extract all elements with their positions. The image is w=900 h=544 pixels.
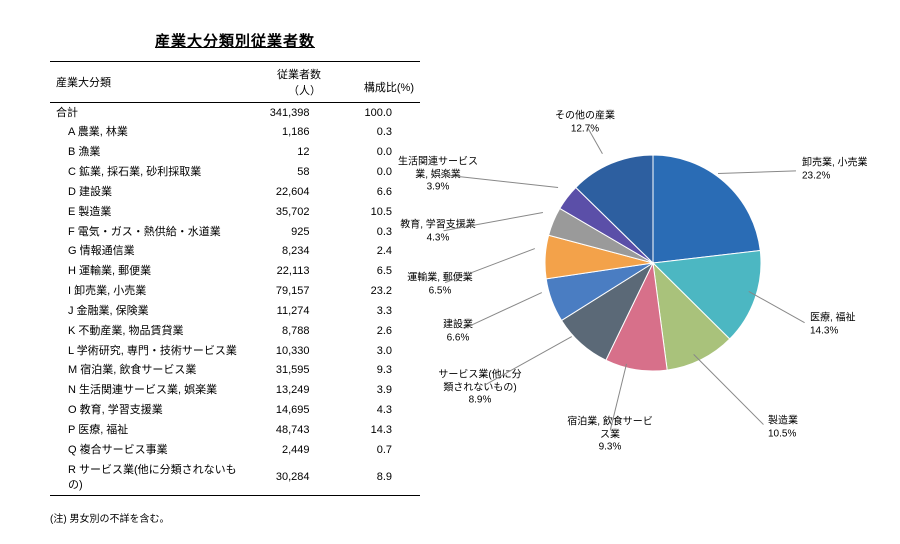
table-section: 産業大分類別従業者数 産業大分類 従業者数（人） 構成比(%) 合計341,39…: [50, 30, 420, 525]
pie-label: 製造業10.5%: [768, 416, 798, 441]
table-row-employees: 2,449: [245, 440, 327, 460]
table-row-label: 合計: [50, 103, 245, 123]
table-row-percent: 9.3: [327, 361, 420, 381]
table-row-employees: 31,595: [245, 361, 327, 381]
pie-label: 建設業6.6%: [443, 320, 473, 345]
pie-label: 教育, 学習支援業4.3%: [400, 220, 476, 245]
table-row-label: G 情報通信業: [50, 242, 245, 262]
pie-label: 宿泊業, 飲食サービス業9.3%: [567, 416, 653, 454]
col-header-percent: 構成比(%): [327, 72, 420, 102]
table-row-label: C 鉱業, 採石業, 砂利採取業: [50, 163, 245, 183]
table-row-percent: 8.9: [327, 460, 420, 495]
pie-connector: [463, 292, 542, 329]
table-row-employees: 48,743: [245, 421, 327, 441]
pie-label: サービス業(他に分類されないもの)8.9%: [438, 369, 521, 407]
table-row-percent: 4.3: [327, 401, 420, 421]
table-row-employees: 13,249: [245, 381, 327, 401]
table-row-employees: 8,234: [245, 242, 327, 262]
table-row-label: H 運輸業, 郵便業: [50, 262, 245, 282]
table-row-percent: 0.3: [327, 123, 420, 143]
industry-table: 産業大分類 従業者数（人） 構成比(%) 合計341,398100.0 A 農業,…: [50, 61, 420, 496]
table-row-employees: 341,398: [245, 103, 327, 123]
table-row-label: R サービス業(他に分類されないもの): [50, 460, 245, 495]
table-row-employees: 12: [245, 143, 327, 163]
table-row-label: I 卸売業, 小売業: [50, 282, 245, 302]
table-row-label: J 金融業, 保険業: [50, 301, 245, 321]
table-row-label: N 生活関連サービス業, 娯楽業: [50, 381, 245, 401]
pie-label: 卸売業, 小売業23.2%: [802, 158, 868, 183]
table-row-employees: 22,604: [245, 182, 327, 202]
col-header-employees: 従業者数（人）: [245, 62, 327, 103]
table-row-label: O 教育, 学習支援業: [50, 401, 245, 421]
table-row-employees: 58: [245, 163, 327, 183]
table-row-label: Q 複合サービス事業: [50, 440, 245, 460]
table-row-label: K 不動産業, 物品賃貸業: [50, 321, 245, 341]
pie-label: 生活関連サービス業, 娯楽業3.9%: [398, 156, 478, 194]
table-row-percent: 3.9: [327, 381, 420, 401]
table-row-employees: 30,284: [245, 460, 327, 495]
table-row-label: D 建設業: [50, 182, 245, 202]
table-row-employees: 925: [245, 222, 327, 242]
col-header-category: 産業大分類: [50, 62, 245, 103]
table-row-percent: 3.3: [327, 301, 420, 321]
table-title: 産業大分類別従業者数: [50, 30, 420, 51]
table-row-percent: 2.4: [327, 242, 420, 262]
table-row-employees: 10,330: [245, 341, 327, 361]
table-row-label: B 漁業: [50, 143, 245, 163]
table-row-employees: 8,788: [245, 321, 327, 341]
table-row-employees: 11,274: [245, 301, 327, 321]
pie-chart: [545, 155, 761, 371]
table-row-label: A 農業, 林業: [50, 123, 245, 143]
table-row-percent: 23.2: [327, 282, 420, 302]
pie-connector: [445, 248, 535, 283]
table-row-label: P 医療, 福祉: [50, 421, 245, 441]
footnote: (注) 男女別の不詳を含む。: [50, 510, 420, 525]
table-row-employees: 22,113: [245, 262, 327, 282]
table-row-employees: 14,695: [245, 401, 327, 421]
table-row-percent: 100.0: [327, 103, 420, 123]
table-row-employees: 1,186: [245, 123, 327, 143]
pie-chart-section: 卸売業, 小売業23.2% 医療, 福祉14.3% 製造業10.5% 宿泊業, 飲食サ…: [420, 30, 870, 480]
table-row-percent: 14.3: [327, 421, 420, 441]
table-row-percent: 2.6: [327, 321, 420, 341]
table-row-label: L 学術研究, 専門・技術サービス業: [50, 341, 245, 361]
table-row-label: M 宿泊業, 飲食サービス業: [50, 361, 245, 381]
pie-label: 医療, 福祉14.3%: [810, 313, 856, 338]
table-row-percent: 0.7: [327, 440, 420, 460]
table-row-label: E 製造業: [50, 202, 245, 222]
table-row-employees: 79,157: [245, 282, 327, 302]
pie-label: その他の産業12.7%: [555, 111, 615, 136]
table-row-percent: 3.0: [327, 341, 420, 361]
table-row-employees: 35,702: [245, 202, 327, 222]
table-row-percent: 6.5: [327, 262, 420, 282]
table-row-label: F 電気・ガス・熱供給・水道業: [50, 222, 245, 242]
